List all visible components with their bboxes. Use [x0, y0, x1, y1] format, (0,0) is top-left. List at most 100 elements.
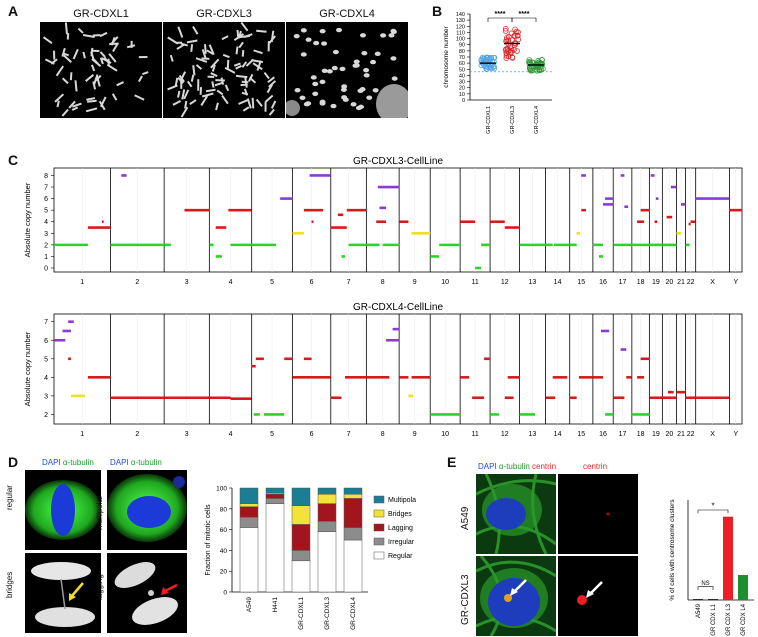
y-tick-label: 3 [44, 393, 48, 400]
bar-segment [291, 550, 311, 562]
data-point [508, 47, 515, 54]
data-point [515, 36, 522, 43]
data-point [509, 37, 516, 43]
panel-c-letter: C [8, 152, 19, 168]
data-point [491, 65, 498, 72]
chart-title: GR-CDXL3-CellLine [353, 156, 443, 167]
bar [723, 516, 733, 600]
significance-bracket [697, 509, 729, 514]
y-tick-label: 80 [220, 506, 228, 513]
y-tick-label: 20 [220, 569, 228, 576]
centrosome-image-a549-merge [476, 474, 556, 554]
chromosome-label: 17 [619, 431, 627, 438]
metaphase-spread-cdxl3 [163, 22, 285, 118]
bar-segment [265, 498, 285, 504]
chromosome-label: Y [733, 279, 738, 286]
chromosome-label: 8 [381, 431, 385, 438]
chromosome-label: 18 [637, 431, 645, 438]
y-tick-label: 50 [459, 67, 465, 73]
y-tick-label: 60 [459, 61, 465, 67]
data-point [491, 63, 497, 70]
chromosome-label: 18 [637, 279, 645, 286]
chromosome-label: 1 [80, 279, 84, 286]
chromosome-label: X [710, 279, 715, 286]
chromosome-label: 12 [501, 431, 509, 438]
copy-number-cdxl4-chart: GR-CDXL4-CellLine Absolute copy number 2 3 4… [23, 302, 743, 438]
y-tick-label: 6 [44, 338, 48, 345]
data-point [502, 28, 509, 34]
mitosis-image-regular [25, 470, 101, 550]
y-tick-label: 4 [44, 219, 48, 226]
bar-segment [343, 487, 363, 495]
x-tick-label: GR-CDXL3 [324, 597, 331, 630]
chromosome-label: 10 [441, 279, 449, 286]
mitosis-image-bridges [25, 553, 101, 633]
panel-d-stain-label-left: DAPI α-tubulin [42, 458, 94, 467]
y-tick-label: 1 [44, 254, 48, 261]
panel-e-stain-label: DAPI α-tubulin centrin [478, 462, 557, 471]
image-label-lagging: lagging [95, 574, 104, 600]
data-point [503, 55, 510, 61]
y-tick-label: 8 [44, 173, 48, 180]
legend-label: Regular [388, 553, 413, 560]
bar-segment [239, 516, 259, 528]
chromosome-label: 20 [666, 279, 674, 286]
chromosome-label: 9 [413, 431, 417, 438]
chromosome-label: 4 [229, 279, 233, 286]
bar-segment [317, 493, 337, 504]
bar [693, 599, 703, 600]
data-point [502, 47, 509, 53]
interphase-nucleus [286, 100, 300, 116]
significance-bracket [511, 17, 537, 22]
data-point [538, 66, 545, 72]
data-point [491, 54, 498, 61]
chromosome-label: Y [733, 431, 738, 438]
y-tick-label: 5 [44, 356, 48, 363]
y-axis-label: chromosome number [443, 25, 450, 87]
data-point [526, 57, 533, 63]
y-tick-label: 6 [44, 196, 48, 203]
legend-swatch [373, 509, 385, 518]
bar-segment [239, 487, 259, 504]
y-tick-label: 2 [44, 412, 48, 419]
y-tick-label: 30 [459, 80, 465, 86]
data-point [515, 29, 521, 35]
y-axis-label: Absolute copy number [23, 331, 32, 406]
x-tick-label: A549 [696, 603, 702, 618]
panel-a-title-3: GR-CDXL4 [319, 8, 375, 20]
y-tick-label: 70 [459, 55, 465, 61]
legend-swatch [373, 537, 385, 546]
legend-swatch [373, 523, 385, 532]
panel-e-centrin-label: centrin [583, 462, 608, 471]
chromosome-label: 10 [441, 431, 449, 438]
data-point [508, 50, 514, 56]
bar-segment [317, 487, 337, 495]
chromosome-label: 7 [347, 431, 351, 438]
chromosome-label: 5 [270, 431, 274, 438]
chromosome-label: 13 [529, 431, 537, 438]
chromosome-label: 4 [229, 431, 233, 438]
y-axis-label: Absolute copy number [23, 182, 32, 257]
y-tick-label: 7 [44, 185, 48, 192]
chromosome-label: 14 [554, 279, 562, 286]
bar-segment [265, 487, 285, 494]
copy-number-cdxl3-chart: GR-CDXL3-CellLine Absolute copy number 0 1 2… [23, 156, 743, 286]
data-point [512, 26, 518, 33]
chromosome-label: 21 [677, 431, 685, 438]
chromosome-label: 13 [529, 279, 537, 286]
y-axis-label: Fraction of mitotic cells [205, 504, 212, 576]
data-point [504, 34, 510, 41]
centrosome-image-a549-centrin [558, 474, 638, 554]
y-tick-label: 100 [216, 486, 227, 493]
chromosome-label: 22 [687, 279, 695, 286]
chromosome-label: 6 [310, 279, 314, 286]
data-point [537, 61, 544, 67]
data-point [527, 66, 533, 73]
y-tick-label: 80 [459, 49, 465, 55]
ns-label: NS [701, 581, 709, 587]
y-tick-label: 0 [44, 266, 48, 273]
chromosome-label: 11 [471, 279, 478, 286]
y-tick-label: 0 [223, 590, 227, 597]
x-tick-label: GR-CDXL4 [534, 106, 540, 134]
data-point [503, 53, 510, 59]
